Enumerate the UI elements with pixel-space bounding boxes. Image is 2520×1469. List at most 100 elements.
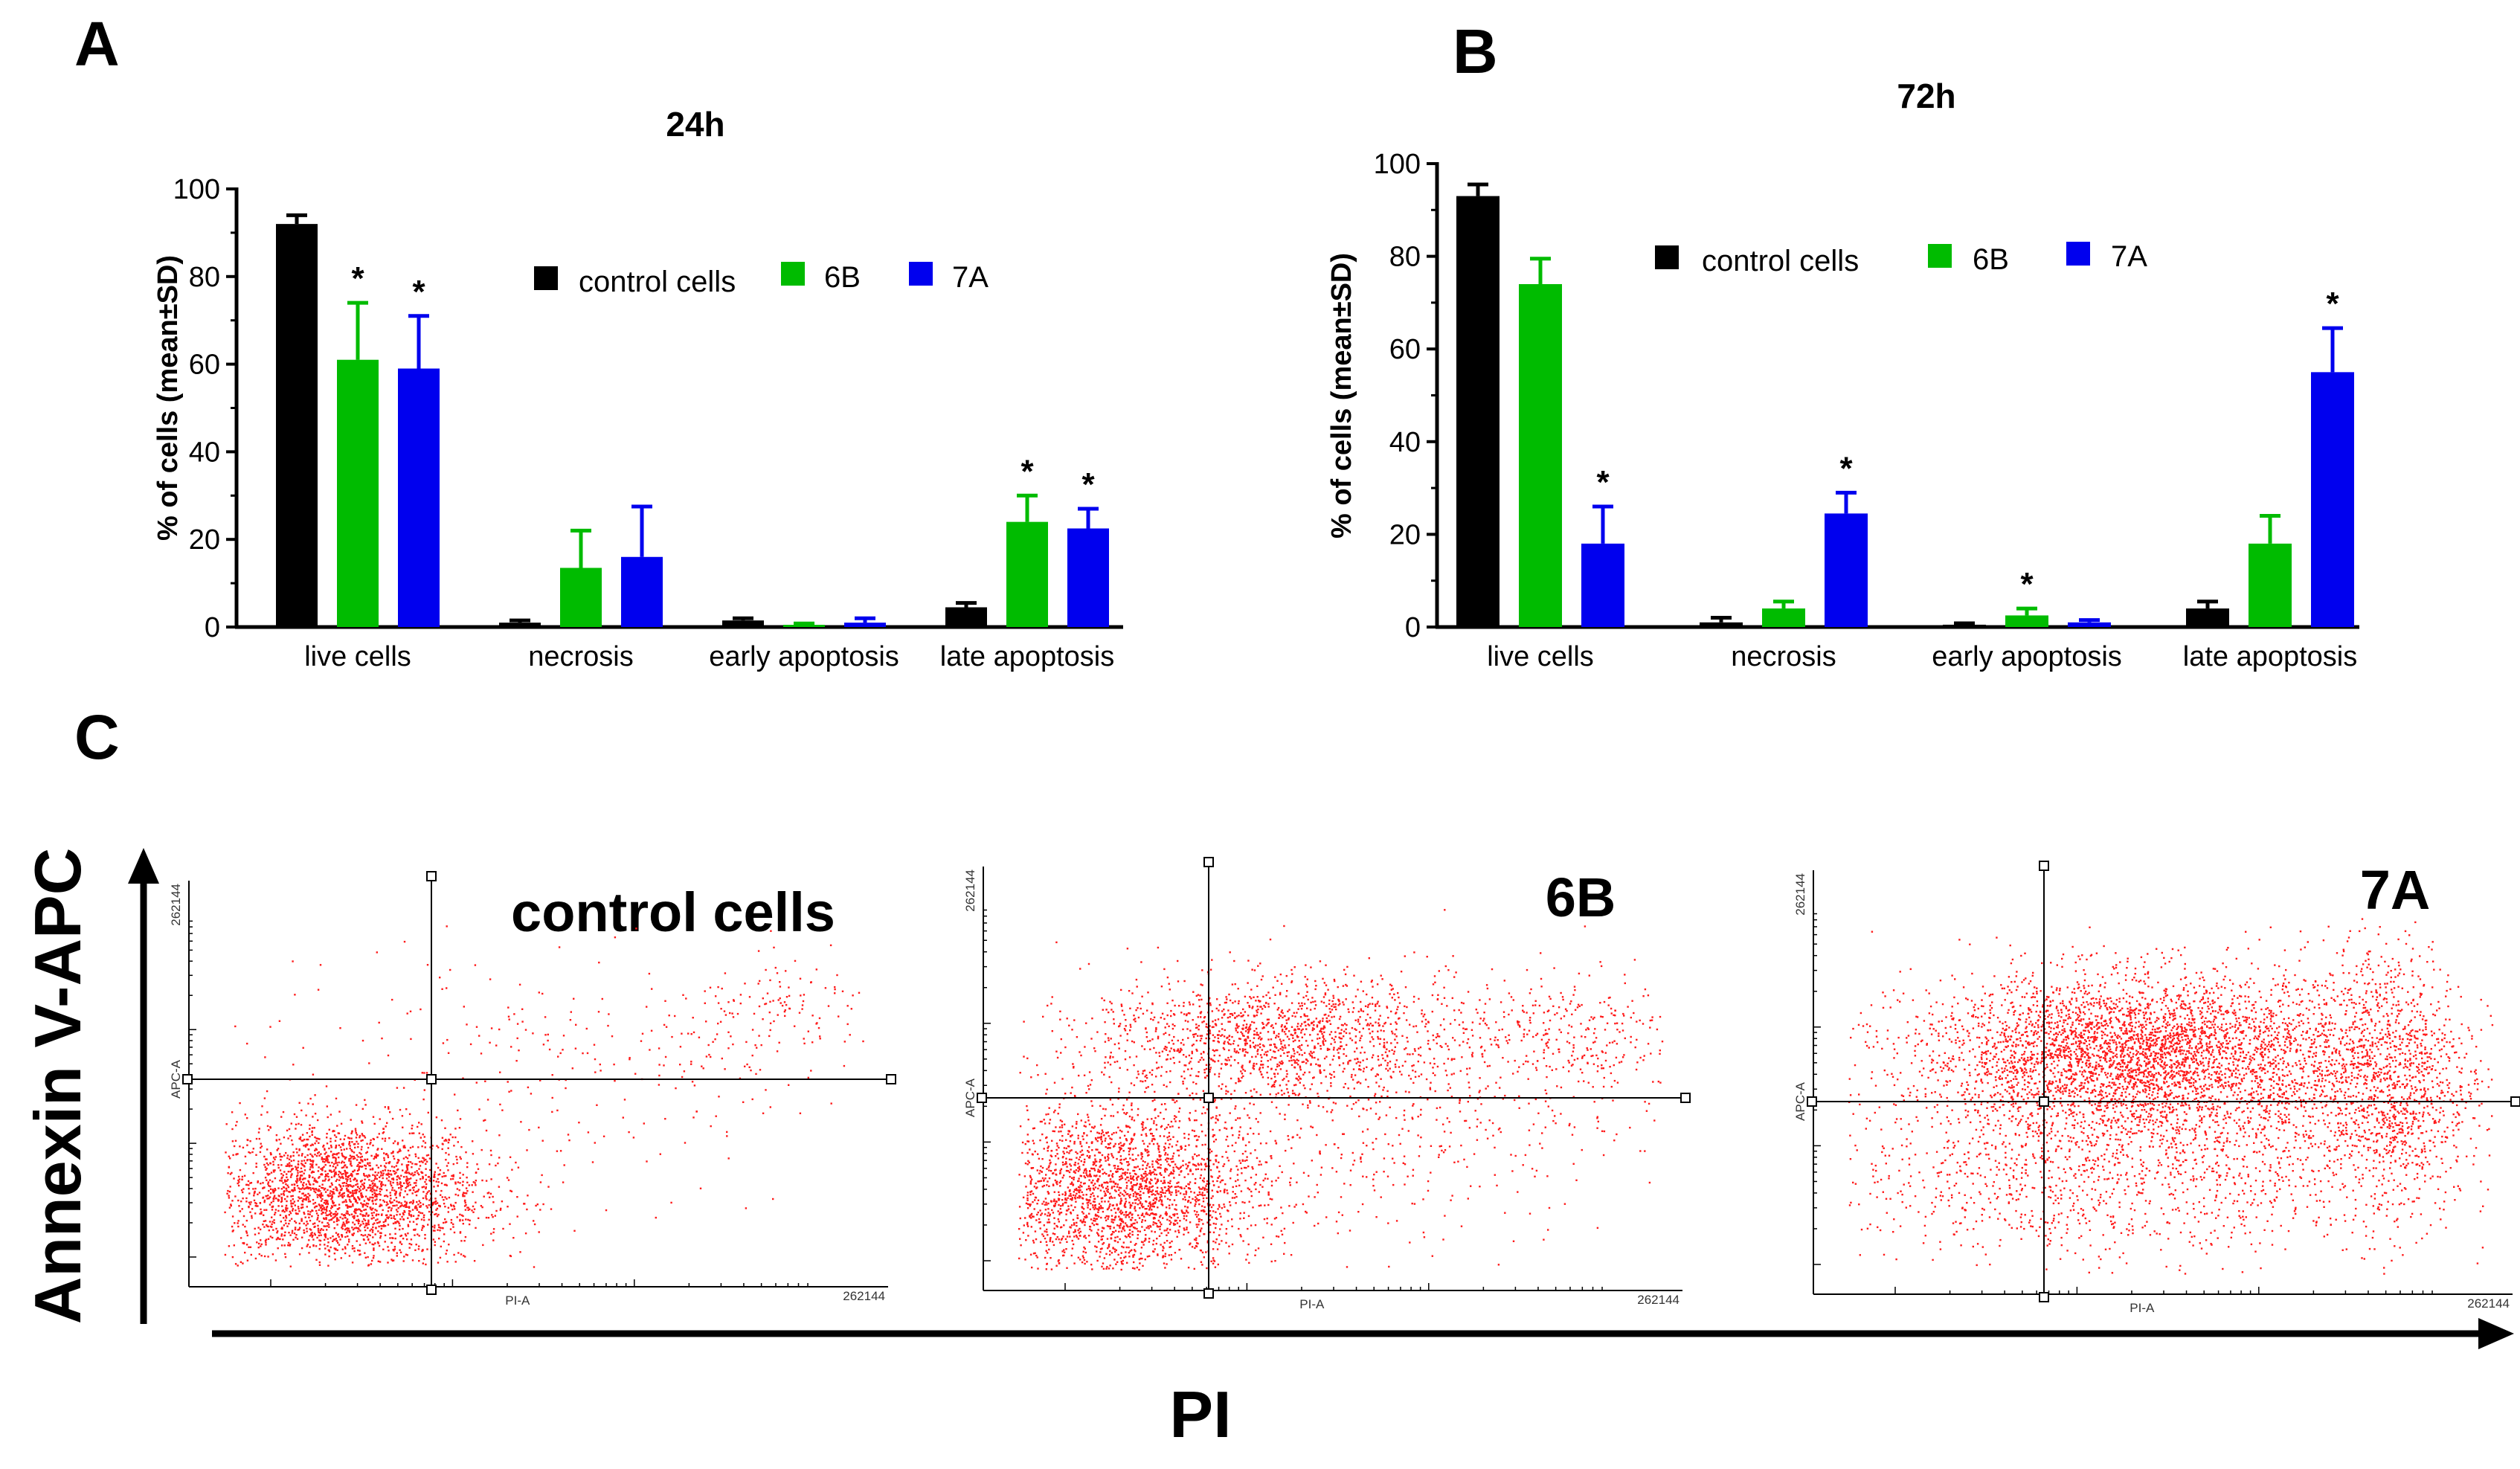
- event-dot: [1065, 1209, 1068, 1212]
- event-dot: [1145, 1200, 1147, 1203]
- event-dot: [557, 1055, 559, 1058]
- event-dot: [332, 1217, 334, 1219]
- bar-chart-24h: 24h % of cells (mean±SD) control cells 6…: [152, 105, 1123, 672]
- event-dot: [1142, 1264, 1144, 1267]
- event-dot: [317, 1152, 319, 1154]
- event-dot: [1078, 1232, 1080, 1234]
- significance-marker: *: [2326, 286, 2339, 322]
- y-tick-label: 0: [1405, 612, 1421, 643]
- event-dot: [1034, 1199, 1036, 1201]
- event-dot: [273, 1189, 275, 1192]
- event-dot: [720, 1008, 722, 1010]
- event-dot: [338, 1161, 340, 1164]
- event-dot: [332, 1240, 334, 1242]
- event-dot: [1155, 1128, 1158, 1131]
- event-dot: [401, 1115, 404, 1117]
- event-dot: [366, 1151, 368, 1153]
- event-dot: [440, 1194, 442, 1196]
- event-dot: [387, 1246, 389, 1248]
- event-dot: [744, 1065, 746, 1067]
- event-dot: [324, 1236, 327, 1238]
- event-dot: [634, 1073, 637, 1075]
- event-dot: [1055, 1238, 1058, 1241]
- event-dot: [374, 1233, 376, 1235]
- event-dot: [1128, 1091, 1131, 1093]
- event-dot: [452, 1204, 454, 1207]
- event-dot: [403, 1182, 405, 1184]
- event-dot: [455, 1155, 457, 1158]
- event-dot: [410, 1177, 412, 1180]
- event-dot: [1028, 1203, 1031, 1206]
- event-dot: [1175, 1209, 1177, 1211]
- event-dot: [364, 1226, 366, 1229]
- event-dot: [1212, 1195, 1214, 1198]
- event-dot: [385, 1218, 387, 1221]
- event-dot: [1225, 1228, 1228, 1230]
- x-tick-label: necrosis: [528, 641, 634, 672]
- event-dot: [335, 1157, 337, 1159]
- event-dot: [1215, 1241, 1217, 1244]
- event-dot: [331, 1196, 334, 1198]
- event-dot: [1103, 1073, 1105, 1076]
- event-dot: [318, 1176, 321, 1178]
- event-dot: [362, 1238, 365, 1241]
- event-dot: [1176, 1140, 1179, 1142]
- event-dot: [1119, 1148, 1122, 1151]
- event-dot: [1168, 1254, 1170, 1256]
- event-dot: [1046, 1262, 1048, 1265]
- event-dot: [1188, 1196, 1191, 1198]
- event-dot: [357, 1173, 359, 1175]
- event-dot: [323, 1225, 325, 1227]
- event-dot: [321, 1173, 323, 1175]
- event-dot: [283, 1217, 285, 1219]
- event-dot: [1078, 1189, 1080, 1192]
- event-dot: [343, 1200, 345, 1203]
- event-dot: [723, 1010, 726, 1012]
- event-dot: [1148, 1172, 1151, 1174]
- event-dot: [407, 1225, 410, 1227]
- event-dot: [1045, 1113, 1047, 1116]
- event-dot: [1072, 1209, 1075, 1212]
- event-dot: [273, 1221, 275, 1224]
- event-dot: [1248, 1200, 1250, 1203]
- event-dot: [1120, 1158, 1122, 1161]
- event-dot: [1180, 1209, 1183, 1212]
- event-dot: [695, 1110, 698, 1113]
- event-dot: [1081, 1135, 1084, 1137]
- event-dot: [1243, 1166, 1246, 1169]
- event-dot: [379, 1190, 382, 1193]
- event-dot: [1070, 1212, 1073, 1215]
- event-dot: [1120, 1261, 1122, 1263]
- event-dot: [443, 1139, 446, 1142]
- event-dot: [1107, 1155, 1109, 1158]
- event-dot: [295, 1148, 298, 1150]
- event-dot: [1128, 1256, 1131, 1258]
- event-dot: [465, 1218, 467, 1221]
- legend-label-6b: 6B: [1973, 243, 2009, 276]
- event-dot: [380, 1165, 382, 1167]
- event-dot: [1167, 1188, 1170, 1190]
- event-dot: [1064, 1123, 1066, 1125]
- event-dot: [759, 980, 761, 983]
- bar-7a: [1067, 528, 1109, 627]
- event-dot: [432, 1203, 434, 1206]
- event-dot: [1254, 1149, 1256, 1151]
- event-dot: [351, 1192, 353, 1194]
- event-dot: [311, 1154, 313, 1157]
- event-dot: [315, 1191, 317, 1194]
- event-dot: [1082, 1218, 1085, 1221]
- event-dot: [1042, 1235, 1045, 1238]
- event-dot: [327, 1264, 330, 1267]
- event-dot: [260, 1145, 263, 1148]
- event-dot: [1266, 1218, 1268, 1220]
- event-dot: [341, 1218, 344, 1220]
- event-dot: [342, 1192, 344, 1195]
- event-dot: [342, 1172, 344, 1175]
- event-dot: [1190, 1191, 1192, 1193]
- event-dot: [679, 1046, 682, 1048]
- event-dot: [1132, 1159, 1135, 1161]
- event-dot: [1052, 1212, 1055, 1214]
- event-dot: [483, 1119, 485, 1122]
- event-dot: [411, 1209, 414, 1211]
- event-dot: [773, 1020, 775, 1023]
